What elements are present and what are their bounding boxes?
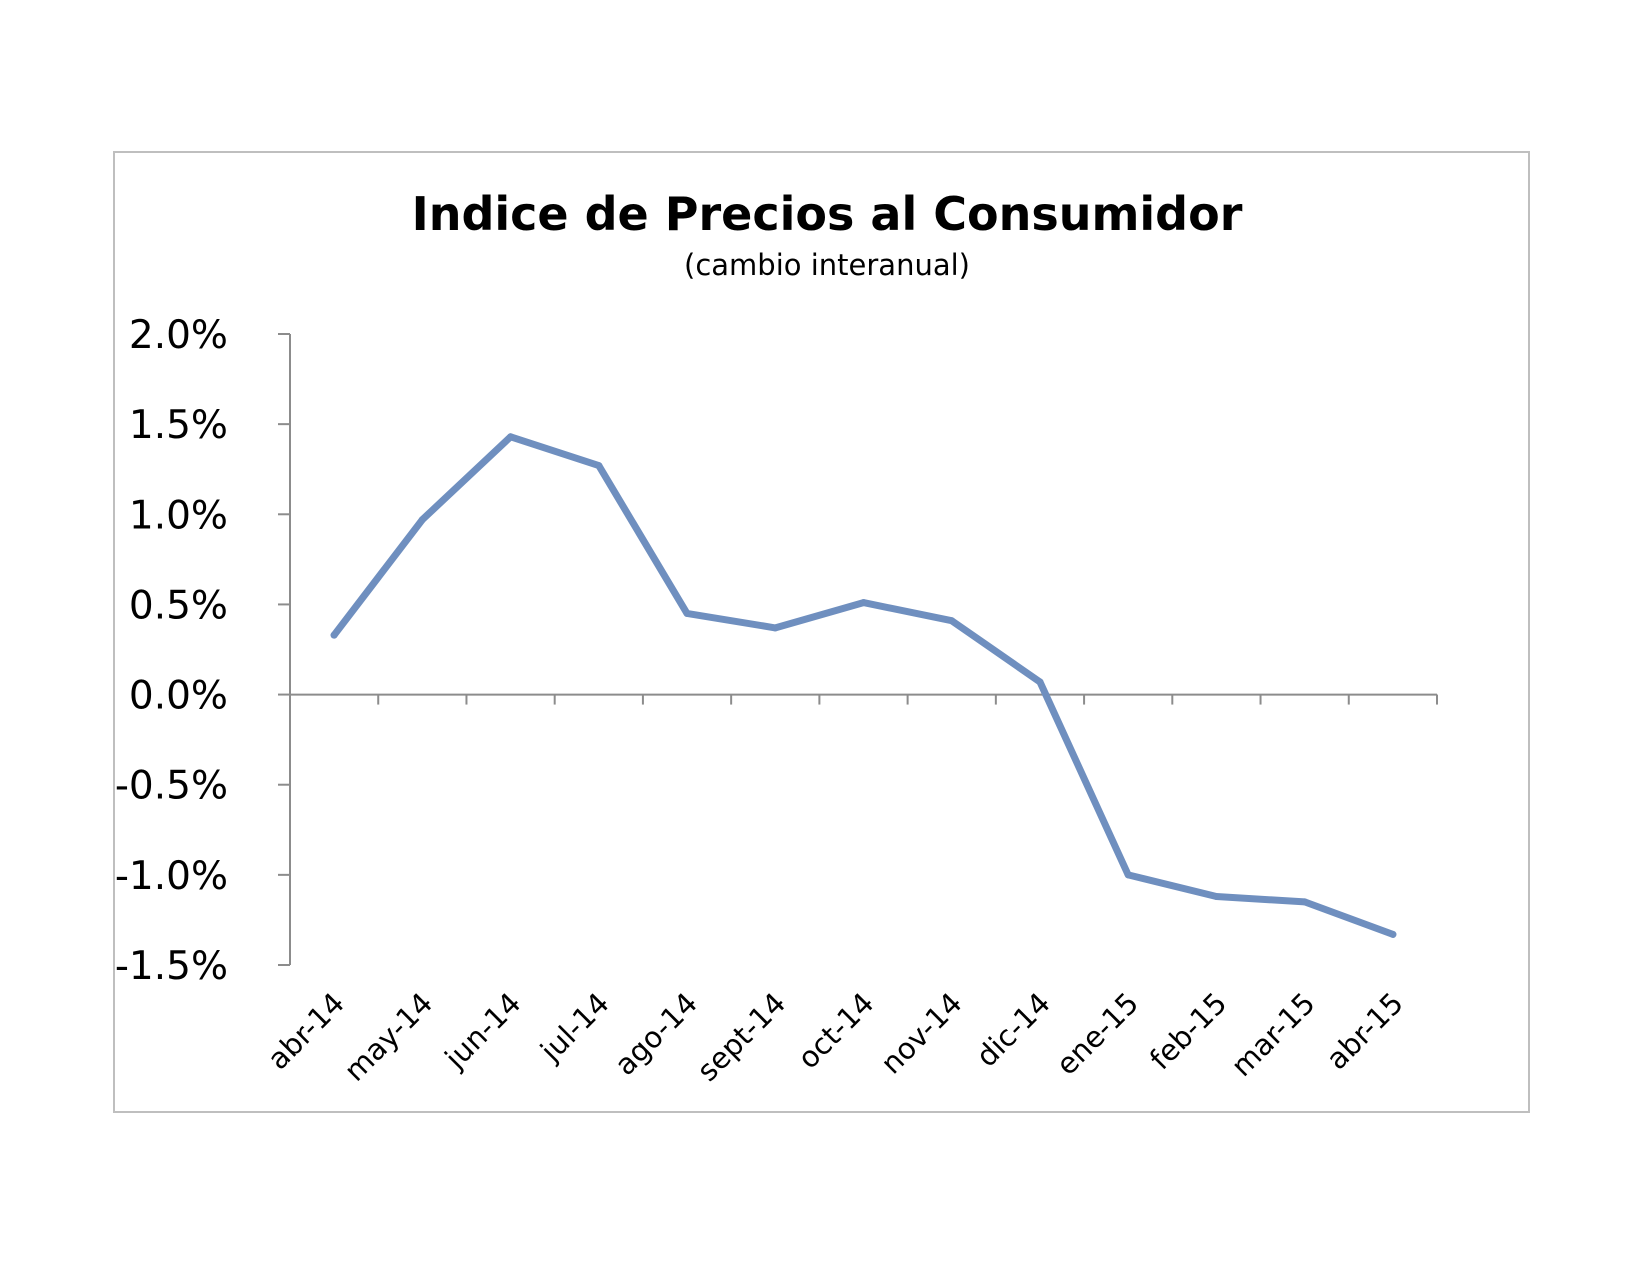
x-tick-label: abr-15 <box>1320 986 1410 1076</box>
data-point <box>771 624 779 632</box>
data-point <box>1301 898 1309 906</box>
x-tick-label: sept-14 <box>690 986 792 1088</box>
chart-title: Indice de Precios al Consumidor <box>412 187 1243 241</box>
data-point <box>330 631 338 639</box>
data-point <box>1124 871 1132 879</box>
x-tick-label: jun-14 <box>438 986 528 1076</box>
data-point <box>507 433 515 441</box>
series-group <box>330 433 1397 938</box>
x-tick-label: jul-14 <box>533 986 616 1069</box>
data-point <box>1036 678 1044 686</box>
y-axis: 2.0% 1.5% 1.0% 0.5% 0.0% -0.5% -1.0% -1.5% <box>115 313 291 989</box>
data-point <box>948 617 956 625</box>
x-tick-label: ago-14 <box>608 986 704 1082</box>
data-point <box>683 609 691 617</box>
y-tick-label: 1.0% <box>129 493 228 538</box>
x-tick-label: feb-15 <box>1143 986 1233 1076</box>
x-tick-label: ene-15 <box>1049 986 1145 1082</box>
series-line <box>330 433 1397 938</box>
y-tick-label: 0.5% <box>129 583 228 628</box>
line-chart: Indice de Precios al Consumidor (cambio … <box>115 187 1438 1088</box>
data-point <box>1212 893 1220 900</box>
data-point <box>1389 930 1397 938</box>
x-tick-label: oct-14 <box>791 986 880 1075</box>
x-tick-label: mar-15 <box>1224 986 1321 1083</box>
y-tick-label: -0.5% <box>115 764 228 809</box>
y-tick-label: 0.0% <box>129 674 228 719</box>
x-tick-label: dic-14 <box>969 986 1057 1074</box>
data-point <box>860 599 867 607</box>
data-point <box>418 516 426 524</box>
chart-subtitle: (cambio interanual) <box>684 248 970 282</box>
chart-frame: Indice de Precios al Consumidor (cambio … <box>113 151 1530 1113</box>
y-tick-label: 1.5% <box>129 403 228 448</box>
data-point <box>595 462 603 470</box>
y-tick-label: -1.5% <box>115 944 228 989</box>
y-tick-label: 2.0% <box>129 313 228 358</box>
x-tick-label: nov-14 <box>874 986 969 1081</box>
x-tick-label: may-14 <box>337 986 439 1088</box>
y-tick-label: -1.0% <box>115 854 228 899</box>
